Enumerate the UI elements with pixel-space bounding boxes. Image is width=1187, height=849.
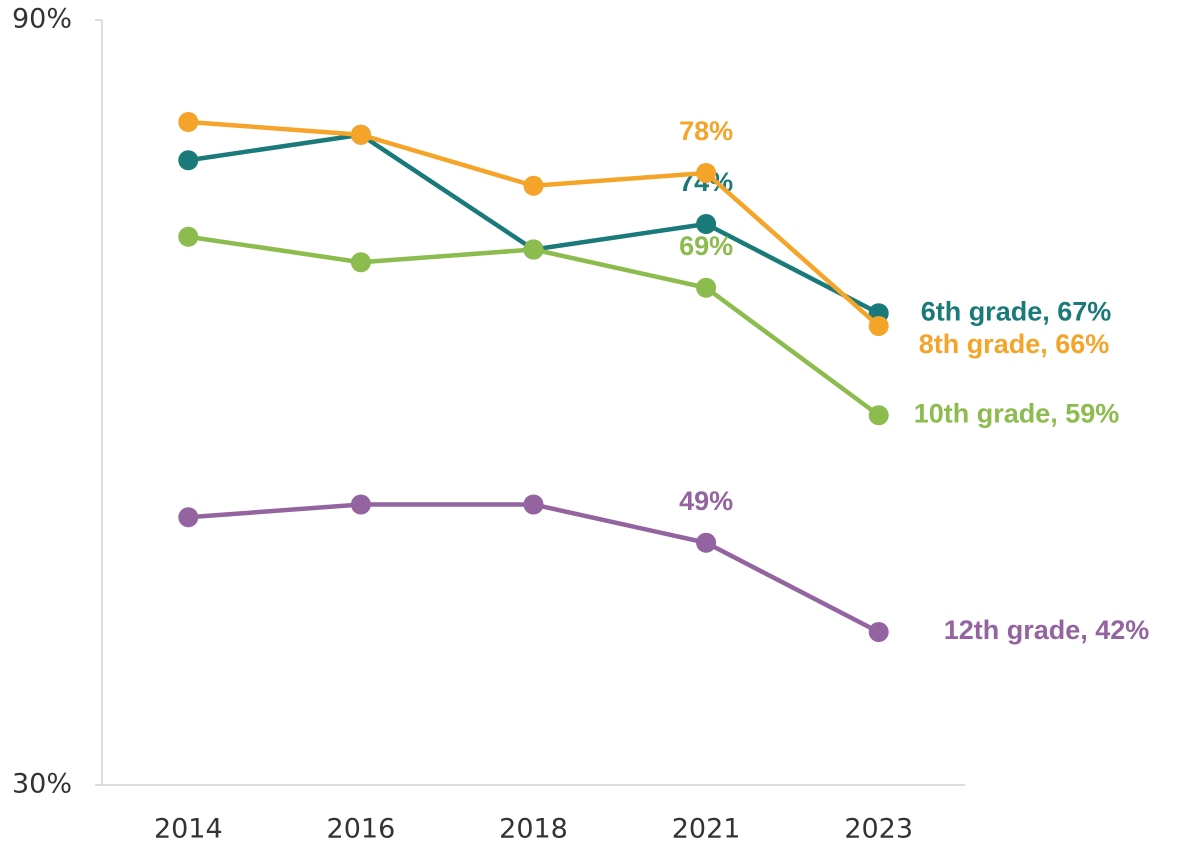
data-point (523, 175, 544, 196)
data-label: 12th grade, 42% (944, 615, 1150, 645)
data-point (178, 226, 199, 247)
data-point (178, 112, 199, 132)
data-label: 78% (679, 116, 733, 146)
data-point (868, 622, 889, 642)
x-tick-label: 2023 (844, 814, 913, 845)
data-label: 6th grade, 67% (921, 296, 1112, 326)
data-point (696, 163, 717, 183)
data-label: 10th grade, 59% (914, 398, 1120, 428)
data-point (696, 277, 717, 298)
data-point (523, 239, 544, 260)
data-point (523, 494, 544, 515)
data-point (696, 214, 717, 234)
data-point (350, 124, 371, 145)
data-point (350, 494, 371, 515)
data-label: 69% (679, 231, 733, 261)
data-point (696, 532, 717, 553)
y-tick-label: 30% (12, 769, 72, 800)
x-tick-label: 2021 (672, 814, 741, 845)
data-label: 49% (679, 486, 733, 516)
x-tick-label: 2016 (327, 814, 396, 845)
x-tick-label: 2018 (499, 814, 568, 845)
data-label: 8th grade, 66% (919, 329, 1110, 359)
data-point (350, 252, 371, 273)
y-tick-label: 90% (12, 4, 72, 35)
data-point (868, 405, 889, 426)
series-line (188, 119, 881, 328)
data-point (178, 507, 199, 528)
series-line (187, 234, 881, 418)
series-line (187, 132, 880, 316)
series-line (188, 502, 880, 634)
x-tick-label: 2014 (154, 814, 223, 845)
data-point (868, 316, 889, 336)
data-point (178, 150, 199, 171)
